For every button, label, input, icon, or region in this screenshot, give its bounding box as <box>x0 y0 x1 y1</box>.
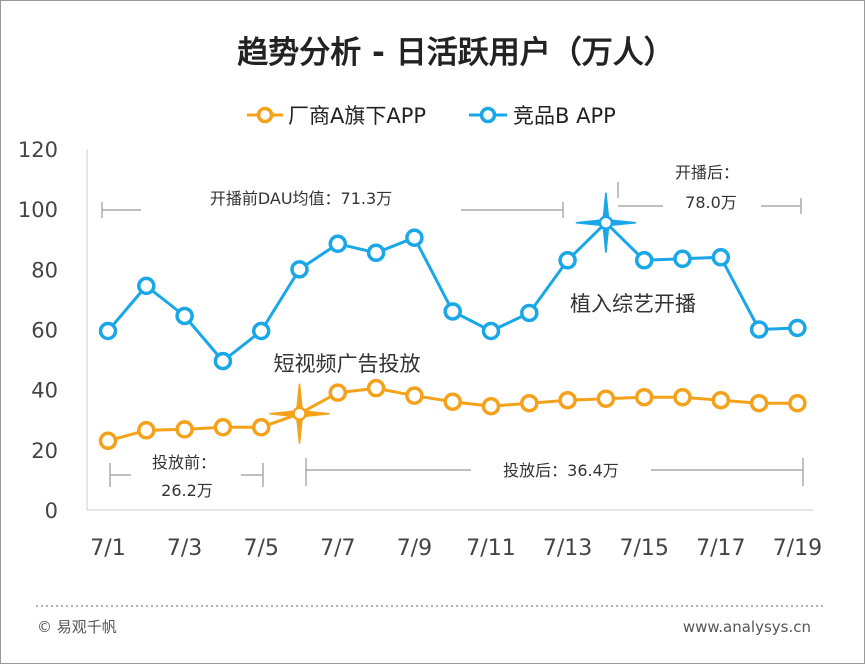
data-point <box>481 396 501 416</box>
y-tick-label: 100 <box>18 198 58 222</box>
data-point <box>558 251 577 270</box>
annotation-a-before-line1: 投放前： <box>152 453 216 472</box>
event-markers <box>269 192 636 444</box>
annotation-b-before-text: 开播前DAU均值：71.3万 <box>210 189 392 208</box>
data-point <box>175 420 194 439</box>
x-tick-label: 7/11 <box>466 536 515 561</box>
footer-website: www.analysys.cn <box>683 618 811 636</box>
data-point <box>634 251 654 270</box>
x-tick-label: 7/3 <box>167 536 202 561</box>
data-point <box>213 418 233 437</box>
data-point <box>558 390 577 410</box>
annotation-a-before: 投放前： 26.2万 <box>109 453 264 500</box>
annotation-a-before-bg <box>131 454 241 496</box>
data-point <box>98 431 118 451</box>
data-point <box>788 393 807 413</box>
data-point <box>634 387 654 407</box>
y-tick-label: 0 <box>45 499 58 523</box>
data-point <box>596 389 616 408</box>
y-tick-label: 120 <box>18 138 58 162</box>
data-point <box>673 387 692 407</box>
annotation-b-after-line1: 开播后： <box>675 163 739 182</box>
data-point <box>481 321 501 341</box>
legend: 厂商A旗下APP 竞品B APP <box>247 104 616 128</box>
data-point <box>520 303 539 323</box>
legend-item-series-a: 厂商A旗下APP <box>247 104 426 128</box>
event-data-point <box>292 406 307 421</box>
annotation-b-before: 开播前DAU均值：71.3万 <box>101 189 564 218</box>
data-point <box>749 320 769 339</box>
data-point <box>405 386 424 405</box>
data-point <box>251 418 271 437</box>
legend-label-series-b: 竞品B APP <box>513 104 616 128</box>
data-point <box>520 393 539 413</box>
x-tick-label: 7/15 <box>619 536 668 561</box>
x-tick-label: 7/13 <box>543 536 592 561</box>
event-label-variety-show: 植入综艺开播 <box>570 292 696 316</box>
chart-title: 趋势分析 - 日活跃用户（万人） <box>237 35 674 71</box>
annotation-a-after: 投放后：36.4万 <box>305 458 804 486</box>
data-point <box>328 383 348 402</box>
data-point <box>251 321 271 341</box>
y-tick-labels: 0 20 40 60 80 100 120 <box>18 138 58 523</box>
data-point <box>788 318 807 338</box>
data-point <box>213 351 233 371</box>
data-point <box>711 390 731 410</box>
series-points <box>98 228 807 451</box>
event-label-ad-launch: 短视频广告投放 <box>274 352 421 376</box>
x-tick-label: 7/9 <box>397 536 432 561</box>
event-data-point <box>598 215 614 230</box>
legend-label-series-a: 厂商A旗下APP <box>288 104 426 128</box>
x-tick-label: 7/5 <box>243 536 278 561</box>
data-point <box>443 392 462 411</box>
data-point <box>98 321 118 341</box>
x-tick-label: 7/19 <box>773 536 822 561</box>
data-point <box>290 260 309 279</box>
data-point <box>366 378 386 398</box>
data-point <box>328 234 348 254</box>
data-point <box>405 228 424 247</box>
legend-item-series-b: 竞品B APP <box>469 104 616 128</box>
y-tick-label: 80 <box>31 258 58 282</box>
x-tick-label: 7/7 <box>320 536 355 561</box>
annotation-b-after: 开播后： 78.0万 <box>617 163 802 214</box>
x-tick-label: 7/1 <box>90 536 125 561</box>
annotation-a-after-text: 投放后：36.4万 <box>503 461 619 480</box>
data-point <box>137 276 156 296</box>
data-point <box>366 243 386 263</box>
data-point <box>711 248 731 267</box>
footer-source: © 易观千帆 <box>37 618 117 636</box>
y-tick-label: 60 <box>31 319 58 343</box>
data-point <box>175 306 194 326</box>
legend-marker-series-b <box>479 106 497 124</box>
annotation-b-after-line2: 78.0万 <box>685 193 737 212</box>
legend-marker-series-a <box>256 106 274 124</box>
y-tick-label: 20 <box>31 439 58 463</box>
data-point <box>749 393 769 413</box>
data-point <box>443 302 462 321</box>
x-tick-label: 7/17 <box>696 536 745 561</box>
data-point <box>673 249 692 269</box>
data-point <box>137 421 156 440</box>
x-tick-labels: 7/1 7/3 7/5 7/7 7/9 7/11 7/13 7/15 7/17 7/19 <box>90 536 822 561</box>
annotation-a-before-line2: 26.2万 <box>161 481 213 500</box>
y-tick-label: 40 <box>31 379 58 403</box>
